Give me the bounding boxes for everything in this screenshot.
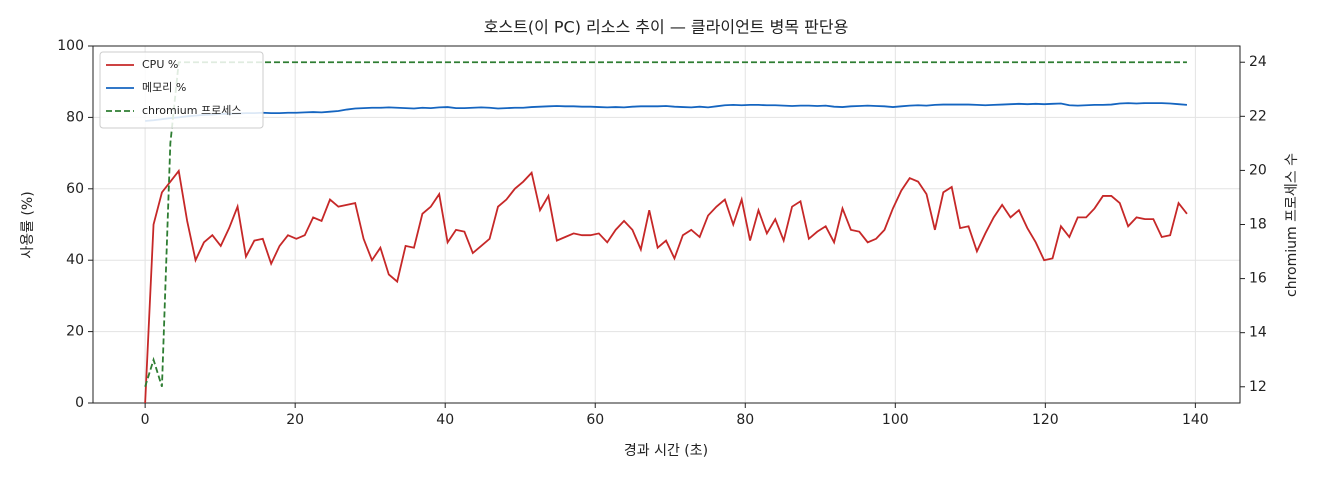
y-tick-label: 40	[66, 252, 84, 268]
chart-title: 호스트(이 PC) 리소스 추이 — 클라이언트 병목 판단용	[484, 18, 849, 37]
y2-tick-label: 16	[1249, 271, 1267, 287]
y2-tick-label: 18	[1249, 217, 1267, 233]
y-tick-label: 80	[66, 109, 84, 125]
legend-label: 메모리 %	[142, 81, 186, 94]
series-line	[144, 168, 1188, 404]
y2-tick-label: 24	[1249, 54, 1267, 70]
x-axis-label: 경과 시간 (초)	[624, 443, 708, 459]
legend-label: chromium 프로세스	[142, 104, 241, 117]
y2-tick-label: 20	[1249, 162, 1267, 178]
y-tick-label: 100	[57, 38, 84, 54]
y2-tick-label: 14	[1249, 325, 1267, 341]
x-tick-label: 120	[1032, 412, 1059, 428]
y2-tick-label: 22	[1249, 108, 1267, 124]
y-axis-label: 사용률 (%)	[20, 191, 36, 258]
x-tick-label: 0	[141, 412, 150, 428]
y2-axis-label: chromium 프로세스 수	[1284, 153, 1300, 297]
x-tick-label: 40	[436, 412, 454, 428]
x-tick-label: 140	[1182, 412, 1209, 428]
y-tick-label: 60	[66, 181, 84, 197]
legend-box	[99, 51, 264, 129]
plot-frame	[92, 45, 1241, 404]
x-tick-label: 80	[736, 412, 754, 428]
series-line	[144, 61, 1187, 388]
legend-label: CPU %	[142, 58, 178, 71]
y-tick-label: 20	[66, 324, 84, 340]
x-tick-label: 60	[586, 412, 604, 428]
y-tick-label: 0	[75, 395, 84, 411]
x-tick-label: 100	[882, 412, 909, 428]
series-line	[145, 102, 1188, 122]
x-tick-label: 20	[286, 412, 304, 428]
y2-tick-label: 12	[1249, 379, 1267, 395]
